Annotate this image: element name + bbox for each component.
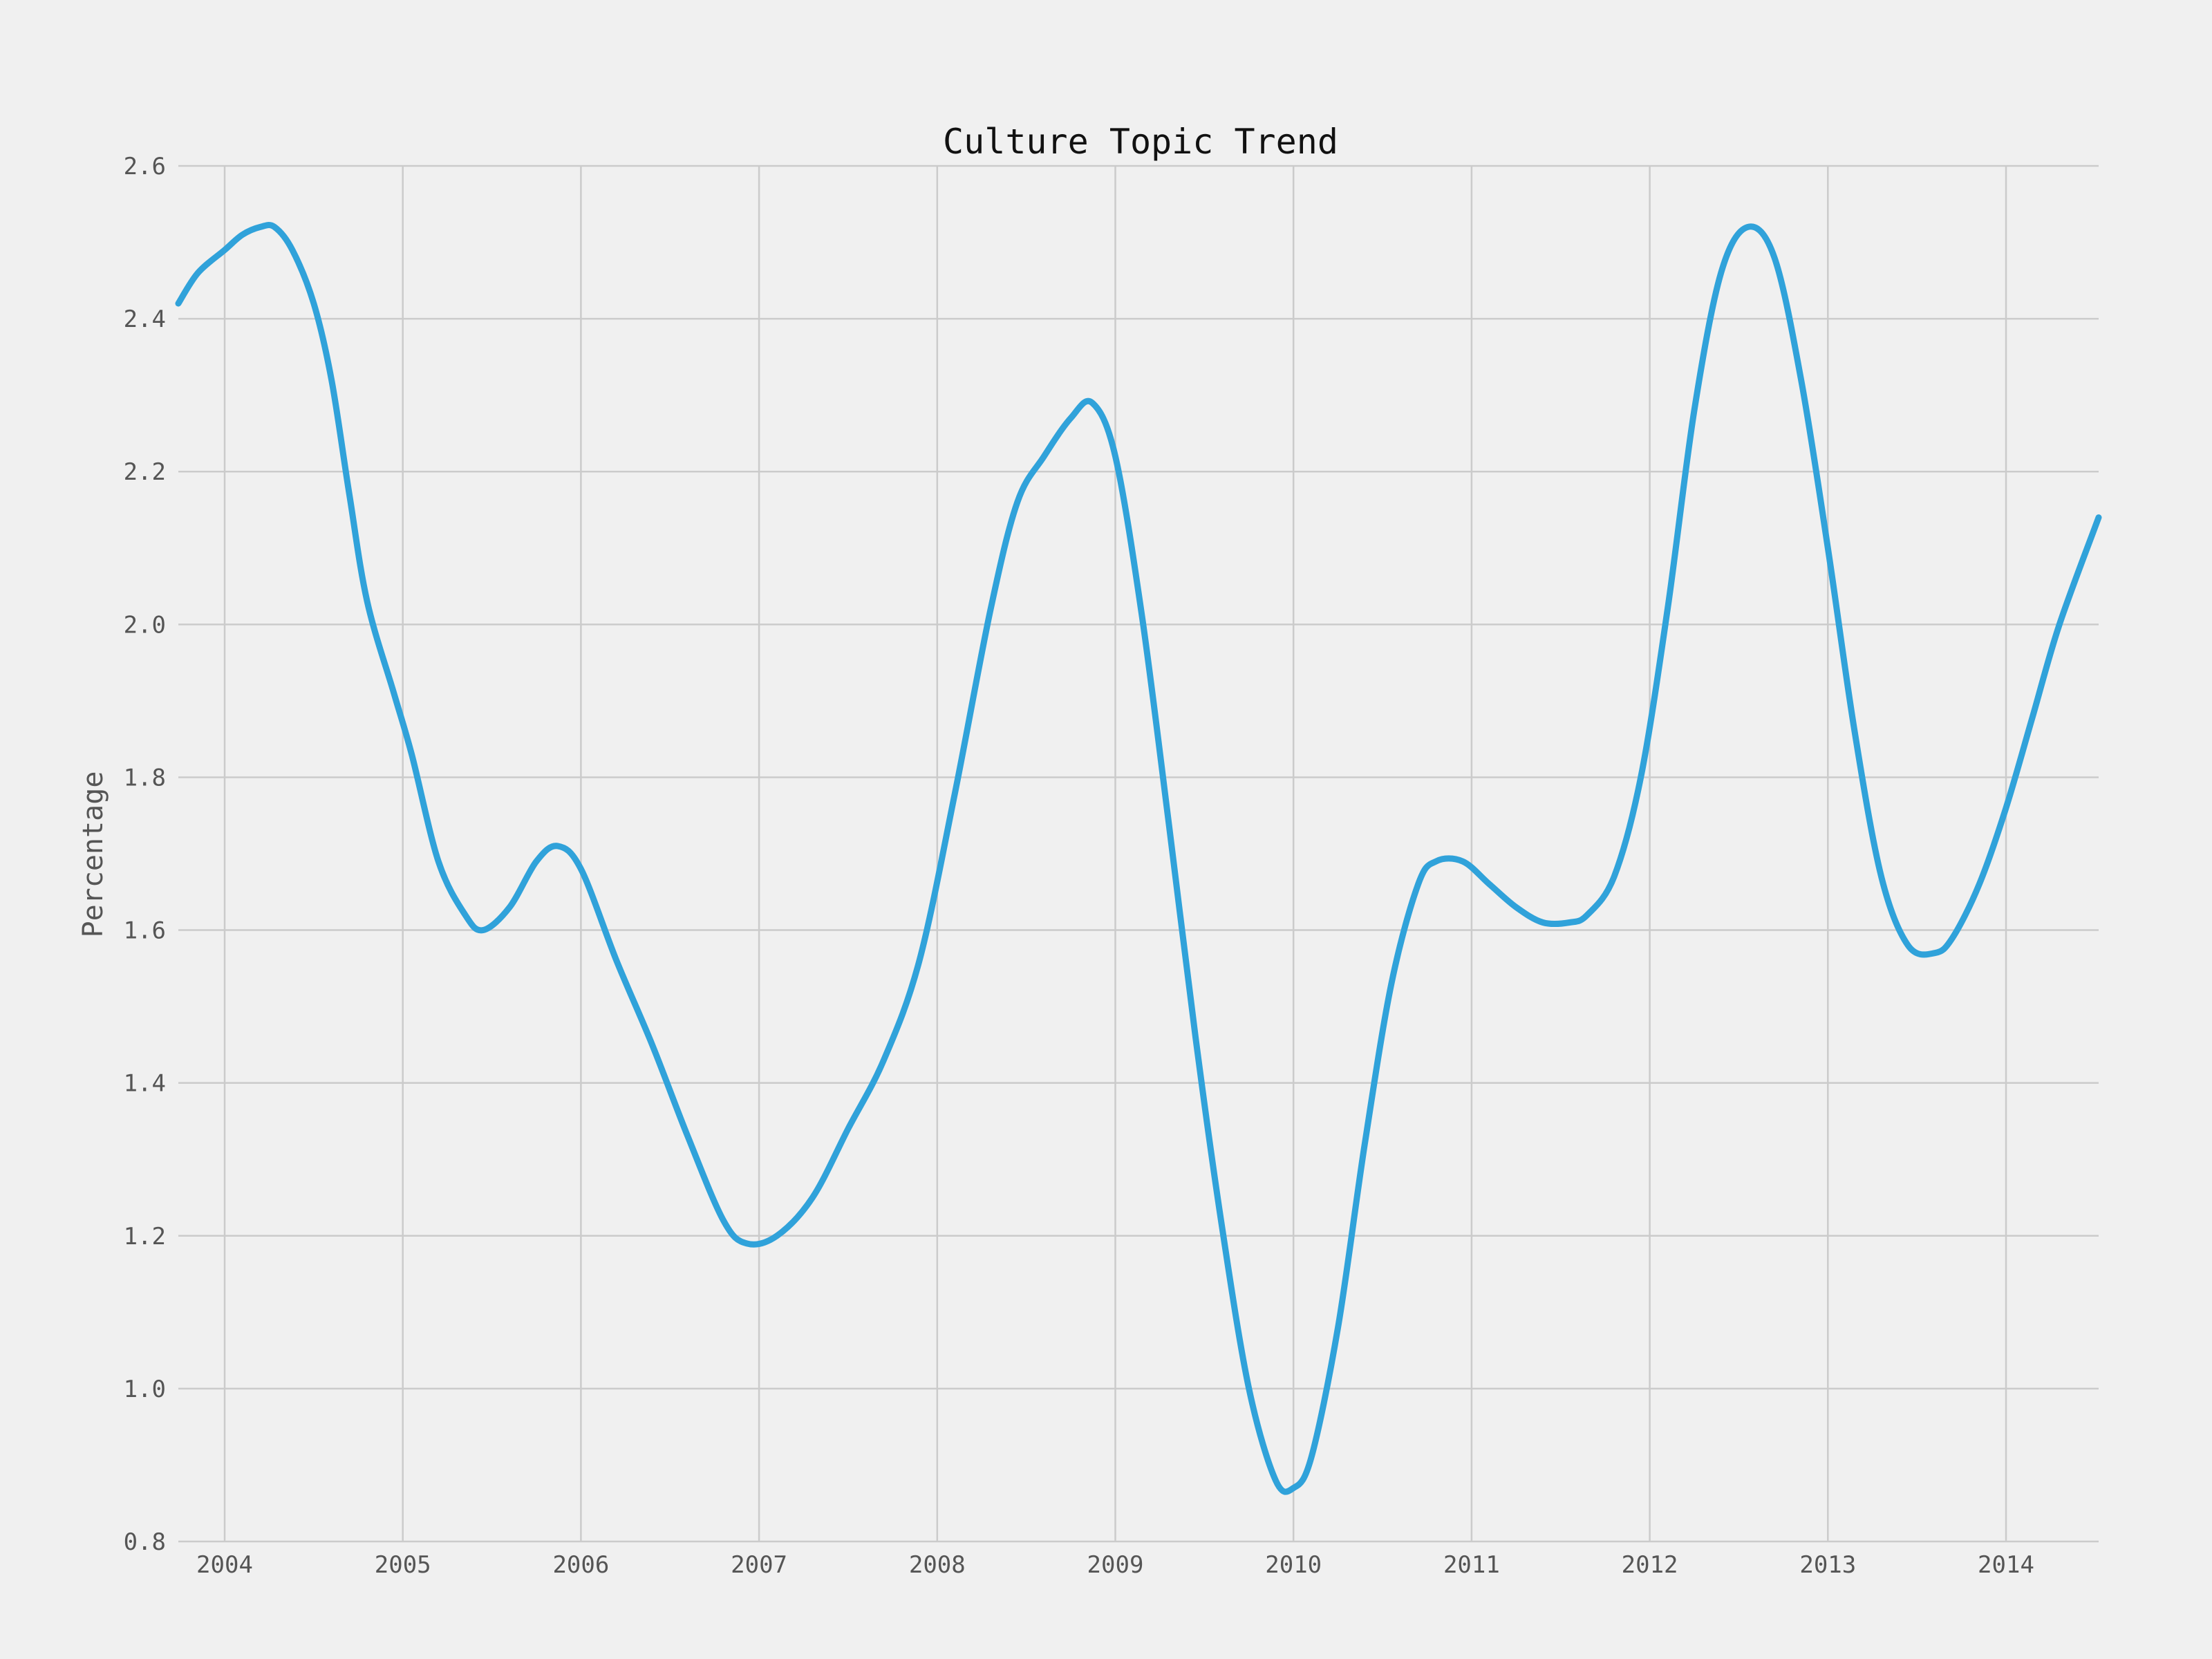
grid	[178, 165, 2099, 1543]
y-tick-label: 2.0	[124, 611, 166, 639]
chart-title: Culture Topic Trend	[943, 122, 1338, 162]
x-tick-label: 2009	[1087, 1551, 1144, 1579]
x-tick-label: 2004	[196, 1551, 253, 1579]
y-tick-label: 2.2	[124, 458, 166, 486]
x-tick-label: 2011	[1443, 1551, 1500, 1579]
y-tick-label: 1.4	[124, 1070, 166, 1098]
series-layer	[175, 222, 2102, 1495]
x-axis-ticks: 2004 2005 2006 2007 2008 2009 2010 2011 2012 2013…	[196, 1551, 2034, 1579]
y-tick-label: 1.2	[124, 1223, 166, 1250]
x-tick-label: 2005	[375, 1551, 431, 1579]
y-tick-label: 1.8	[124, 764, 166, 791]
x-tick-label: 2012	[1622, 1551, 1678, 1579]
y-axis-ticks: 0.8 1.0 1.2 1.4 1.6 1.8 2.0 2.2 2.4 2.6	[124, 153, 166, 1556]
x-tick-label: 2007	[731, 1551, 787, 1579]
x-tick-label: 2013	[1799, 1551, 1856, 1579]
y-tick-label: 2.4	[124, 306, 166, 333]
y-tick-label: 1.6	[124, 917, 166, 945]
y-axis-label: Percentage	[77, 771, 109, 938]
y-tick-label: 0.8	[124, 1528, 166, 1556]
y-tick-label: 2.6	[124, 153, 166, 180]
x-tick-label: 2008	[909, 1551, 966, 1579]
x-tick-label: 2010	[1265, 1551, 1322, 1579]
x-tick-label: 2006	[552, 1551, 609, 1579]
x-tick-label: 2014	[1978, 1551, 2034, 1579]
series-line	[175, 222, 2102, 1495]
y-tick-label: 1.0	[124, 1376, 166, 1403]
